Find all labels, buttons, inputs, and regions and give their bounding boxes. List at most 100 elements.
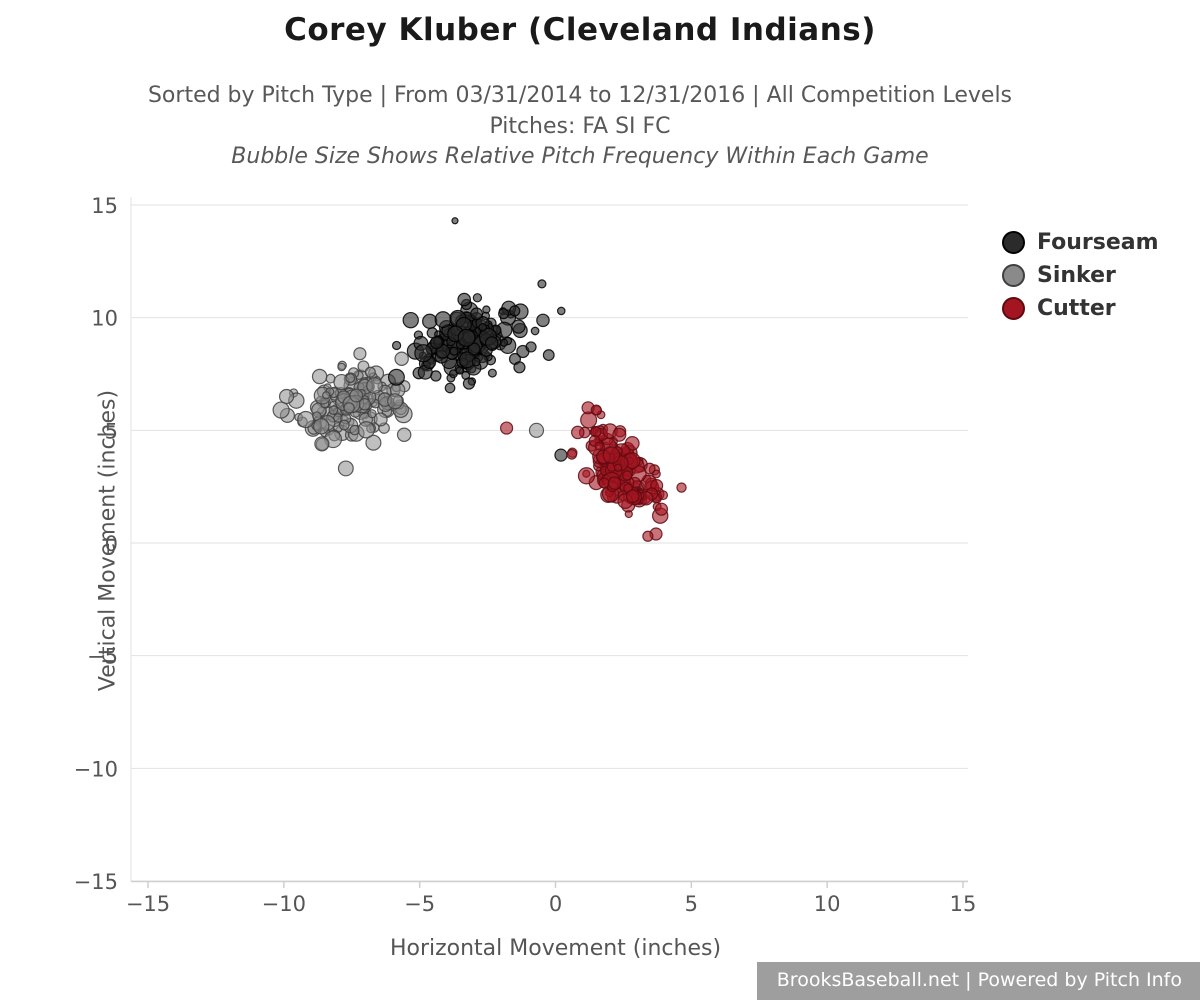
scatter-point	[349, 388, 364, 403]
scatter-point	[530, 326, 540, 336]
scatter-point	[272, 401, 290, 419]
series-fourseam	[387, 217, 568, 462]
svg-text:−5: −5	[87, 645, 118, 669]
scatter-point	[338, 419, 350, 431]
scatter-point	[422, 313, 438, 329]
scatter-point	[353, 347, 367, 361]
scatter-point	[525, 341, 537, 353]
scatter-point	[297, 410, 315, 429]
scatter-point	[366, 377, 383, 394]
scatter-point	[451, 217, 459, 225]
scatter-point	[542, 349, 555, 362]
scatter-point	[471, 357, 481, 367]
scatter-point	[314, 436, 330, 452]
scatter-point	[373, 412, 388, 427]
scatter-point	[367, 409, 377, 419]
scatter-point	[594, 441, 604, 451]
series-sinker	[272, 347, 545, 477]
scatter-point	[455, 366, 465, 375]
svg-text:−10: −10	[74, 757, 118, 781]
scatter-point	[387, 393, 404, 410]
scatter-point	[482, 305, 491, 314]
scatter-point	[311, 368, 328, 385]
scatter-point	[624, 435, 640, 451]
scatter-point	[430, 336, 443, 350]
scatter-point	[364, 366, 376, 378]
legend-item-cutter: Cutter	[1002, 296, 1159, 321]
scatter-point	[622, 470, 633, 481]
scatter-point	[343, 402, 355, 414]
scatter-point	[484, 336, 499, 350]
legend-item-fourseam: Fourseam	[1002, 230, 1159, 255]
scatter-point	[528, 422, 545, 438]
svg-text:−10: −10	[262, 892, 306, 916]
x-axis-title: Horizontal Movement (inches)	[389, 936, 722, 961]
scatter-point	[642, 530, 654, 542]
scatter-point	[478, 323, 487, 332]
svg-text:10: 10	[814, 892, 841, 916]
footer-credit: BrooksBaseball.net | Powered by Pitch In…	[756, 962, 1200, 1000]
scatter-point	[467, 342, 481, 356]
scatter-point	[607, 476, 622, 490]
scatter-point	[590, 404, 602, 416]
svg-text:−15: −15	[126, 892, 170, 916]
y-tick-labels: −15 −10 −5 0 5 10 15	[74, 194, 118, 894]
scatter-point	[328, 405, 339, 415]
legend-swatch-sinker	[1002, 264, 1025, 287]
legend-label-cutter: Cutter	[1037, 296, 1116, 321]
scatter-point	[322, 391, 331, 400]
scatter-point	[470, 307, 484, 321]
scatter-point	[554, 448, 568, 462]
legend-label-fourseam: Fourseam	[1037, 230, 1159, 255]
y-axis-title: Vertical Movement (inches)	[95, 389, 121, 692]
scatter-point	[654, 502, 669, 516]
scatter-point	[676, 482, 687, 493]
scatter-point	[625, 489, 640, 504]
scatter-point	[613, 463, 623, 473]
x-tick-labels: −15 −10 −5 0 5 10 15	[126, 892, 977, 916]
page-title: Corey Kluber (Cleveland Indians)	[284, 12, 876, 48]
scatter-point	[414, 344, 433, 363]
scatter-point	[434, 311, 452, 329]
scatter-point	[556, 306, 566, 316]
series-cutter	[500, 401, 687, 542]
scatter-point	[345, 373, 356, 384]
scatter-point	[387, 368, 405, 386]
scatter-point	[472, 293, 483, 303]
scatter-point	[499, 338, 509, 347]
scatter-point	[612, 427, 627, 442]
scatter-point	[511, 319, 526, 334]
legend-item-sinker: Sinker	[1002, 263, 1159, 288]
scatter-point	[577, 467, 596, 485]
scatter-point	[513, 361, 526, 374]
svg-text:0: 0	[105, 532, 118, 556]
scatter-point	[498, 308, 510, 320]
scatter-point	[487, 368, 497, 378]
scatter-point	[571, 425, 585, 440]
svg-text:15: 15	[91, 194, 118, 218]
scatter-point	[337, 362, 346, 372]
scatter-point	[536, 313, 550, 328]
scatter-point	[457, 292, 472, 307]
scatter-point	[598, 477, 610, 489]
axes	[130, 197, 968, 888]
footer-text: BrooksBaseball.net | Powered by Pitch In…	[776, 969, 1182, 991]
scatter-point	[462, 377, 476, 390]
legend-swatch-fourseam	[1002, 231, 1025, 254]
scatter-point	[509, 305, 521, 317]
scatter-point	[396, 427, 412, 443]
svg-text:15: 15	[950, 892, 977, 916]
scatter-point	[537, 279, 547, 289]
svg-text:−15: −15	[74, 870, 118, 894]
scatter-point	[402, 311, 419, 329]
svg-text:0: 0	[549, 892, 562, 916]
scatter-point	[337, 460, 354, 477]
subtitle-note: Bubble Size Shows Relative Pitch Frequen…	[231, 144, 929, 169]
gridlines	[131, 204, 968, 882]
scatter-point	[602, 446, 621, 464]
svg-text:5: 5	[105, 419, 118, 443]
scatter-point	[444, 382, 456, 394]
scatter-point	[658, 490, 669, 501]
